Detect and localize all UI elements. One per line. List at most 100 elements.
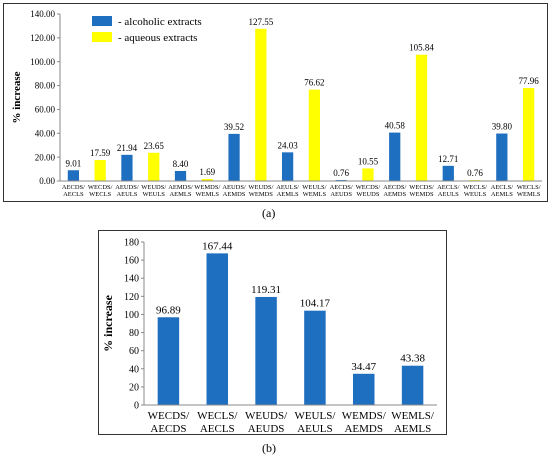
data-label: 0.76 [333,168,349,178]
bar-aqueous [522,88,535,181]
x-tick-label: AECLS/ [491,184,514,191]
x-tick-label: WECLS/ [197,410,238,422]
bar-aqueous [148,152,160,181]
y-axis-label: % increase [11,71,23,123]
x-tick-label: WECLS/ [517,184,541,191]
y-tick-label: 80 [129,328,139,339]
legend-label: - alcoholic extracts [118,16,202,28]
x-tick-label: AEMLS [277,191,299,198]
legend-swatch [92,32,112,42]
x-tick-label: WEMDS [249,191,274,198]
x-tick-label: AECDS/ [383,184,406,191]
y-tick-label: 60 [129,346,139,357]
x-tick-label: WEULS/ [302,184,326,191]
x-tick-label: WEMLS/ [391,410,435,422]
legend-label: - aqueous extracts [118,32,197,44]
data-label: 76.62 [304,78,324,88]
bar-alcoholic [304,310,326,405]
data-label: 9.01 [66,158,82,168]
data-label: 105.84 [409,43,434,53]
y-tick-label: 40.00 [35,128,56,138]
bar-alcoholic [496,133,508,181]
data-label: 23.65 [144,141,165,151]
y-tick-label: 100.00 [30,57,55,67]
x-tick-label: AECDS/ [62,184,85,191]
x-tick-label: WECLS/ [463,184,487,191]
chart-panel-b: 0 20 40 60 80 100 120 140 160 180 % increase 96.89 W… [98,230,447,435]
bar-alcoholic [67,170,80,181]
bar-aqueous [94,160,106,181]
bar-alcoholic [157,317,180,405]
y-tick-label: 40 [129,364,139,375]
y-axis-label: % increase [101,294,115,351]
x-tick-label: AEUDS [248,423,285,435]
y-tick-label: 80.00 [35,81,56,91]
x-tick-label: AEMLS [169,191,191,198]
data-label: 12.71 [438,154,458,164]
x-tick-label: WEMDS [409,191,434,198]
y-tick-label: 0 [134,401,139,412]
data-label: 24.03 [277,140,298,150]
x-tick-label: WECLS [89,191,111,198]
data-label: 43.38 [400,353,425,365]
y-tick-label: 160 [124,256,139,267]
bar-aqueous [415,54,428,181]
y-tick-label: 140 [124,274,139,285]
data-label: 21.94 [117,143,138,153]
x-tick-label: WEUDS/ [248,184,273,191]
x-tick-label: WEULS [464,191,487,198]
x-tick-label: WEULS/ [294,410,336,422]
x-tick-label: WEUDS/ [141,184,166,191]
bar-alcoholic [206,253,228,405]
y-tick-label: 120.00 [30,33,55,43]
panel-label-b: (b) [262,441,276,455]
data-label: 8.40 [173,159,189,169]
data-label: 127.55 [248,17,273,27]
data-label: 104.17 [300,298,331,310]
chart-panel-a: 0.00 20.00 40.00 60.00 80.00 100.00 120.00 140.… [3,3,548,202]
y-tick-label: 140.00 [30,9,55,19]
legend-swatch [92,16,112,26]
x-tick-label: AEMDS [223,191,246,198]
data-label: 40.58 [385,121,406,131]
x-tick-label: AEULS [116,191,137,198]
x-tick-label: AEMLS [394,423,431,435]
x-tick-label: WEULS [143,191,166,198]
panel-label-a: (a) [262,206,276,220]
x-tick-label: AECLS [200,423,235,435]
bar-alcoholic [353,373,375,405]
bar-alcoholic [174,170,187,181]
x-tick-label: WEMDS/ [194,184,220,191]
y-tick-label: 120 [124,292,139,303]
data-label: 119.31 [251,284,281,296]
x-tick-label: AEUDS/ [222,184,246,191]
x-tick-label: AECLS [63,191,84,198]
x-tick-label: WEMLS [517,191,541,198]
bar-aqueous [362,168,374,181]
data-label: 77.96 [518,76,539,86]
data-label: 96.89 [156,304,181,316]
data-label: 10.55 [358,156,379,166]
x-tick-label: AEULS/ [276,184,299,191]
x-tick-label: AECLS/ [437,184,460,191]
x-tick-label: WEUDS [356,191,379,198]
x-tick-label: WEMLS [196,191,220,198]
bar-alcoholic [442,165,454,181]
x-tick-label: AEMDS [344,423,383,435]
y-tick-label: 0.00 [39,176,55,186]
x-tick-label: AEULS [438,191,459,198]
data-label: 0.76 [467,168,483,178]
x-tick-label: WECDS/ [409,184,434,191]
y-tick-label: 100 [124,310,139,321]
bar-alcoholic [255,296,277,405]
chart-b-svg: 0 20 40 60 80 100 120 140 160 180 % increase 96.89 W… [101,238,437,435]
x-tick-label: AEUDS/ [115,184,139,191]
x-tick-label: AECDS/ [330,184,353,191]
x-tick-label: AEUDS [330,191,352,198]
y-tick-label: 180 [124,238,139,249]
bar-alcoholic [401,365,424,405]
data-label: 1.69 [199,167,215,177]
x-tick-label: WEMLS [303,191,327,198]
data-label: 39.80 [492,122,513,132]
x-tick-label: WEUDS/ [245,410,288,422]
